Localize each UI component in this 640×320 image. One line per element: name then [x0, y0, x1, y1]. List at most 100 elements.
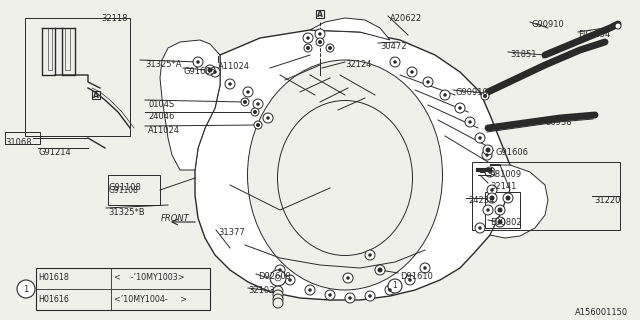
Circle shape: [243, 87, 253, 97]
Circle shape: [424, 267, 426, 269]
Text: FRONT: FRONT: [161, 213, 189, 222]
Circle shape: [270, 270, 286, 286]
Circle shape: [346, 276, 349, 279]
Circle shape: [483, 145, 493, 155]
Text: G91606: G91606: [495, 148, 528, 157]
Circle shape: [208, 68, 212, 72]
Circle shape: [498, 208, 502, 212]
Circle shape: [365, 291, 375, 301]
Polygon shape: [160, 40, 220, 170]
Circle shape: [253, 110, 257, 114]
Circle shape: [405, 275, 415, 285]
Circle shape: [17, 280, 35, 298]
Polygon shape: [310, 18, 390, 40]
Text: <    -’10MY1003>: < -’10MY1003>: [114, 274, 184, 283]
Circle shape: [303, 33, 313, 43]
Text: E00802: E00802: [490, 218, 522, 227]
Text: 0104S: 0104S: [148, 100, 174, 109]
Circle shape: [325, 290, 335, 300]
Circle shape: [305, 285, 315, 295]
Circle shape: [615, 23, 621, 29]
Bar: [25, 18, 130, 136]
Circle shape: [241, 98, 249, 106]
Circle shape: [307, 36, 310, 39]
Text: A11024: A11024: [218, 62, 250, 71]
Circle shape: [205, 65, 215, 75]
Circle shape: [307, 46, 310, 50]
Text: 32103: 32103: [248, 286, 275, 295]
Circle shape: [488, 171, 492, 173]
Circle shape: [498, 220, 502, 224]
Circle shape: [328, 293, 332, 297]
Circle shape: [388, 279, 402, 293]
Text: A: A: [317, 10, 323, 19]
Text: G90910: G90910: [532, 20, 564, 29]
Circle shape: [475, 223, 485, 233]
Circle shape: [503, 193, 513, 203]
Bar: [108, 175, 160, 205]
Circle shape: [481, 92, 489, 100]
Circle shape: [315, 29, 325, 39]
Text: H01616: H01616: [38, 294, 69, 303]
Circle shape: [490, 196, 494, 200]
Circle shape: [304, 44, 312, 52]
Circle shape: [349, 297, 351, 300]
Circle shape: [455, 103, 465, 113]
Bar: [5, 132, 40, 144]
Circle shape: [266, 116, 269, 119]
Circle shape: [465, 117, 475, 127]
Bar: [485, 192, 520, 228]
Circle shape: [253, 99, 263, 109]
Circle shape: [468, 121, 472, 124]
Circle shape: [486, 148, 490, 152]
Text: 31325*A: 31325*A: [145, 60, 182, 69]
Circle shape: [485, 167, 495, 177]
Text: A81009: A81009: [490, 170, 522, 179]
Circle shape: [257, 124, 259, 126]
Text: A156001150: A156001150: [575, 308, 628, 317]
Circle shape: [228, 83, 232, 85]
Circle shape: [273, 294, 283, 304]
Circle shape: [458, 107, 461, 109]
Text: G91108: G91108: [108, 183, 141, 192]
Circle shape: [490, 188, 493, 191]
Text: 24234: 24234: [468, 196, 494, 205]
Circle shape: [257, 102, 259, 106]
Circle shape: [345, 293, 355, 303]
Ellipse shape: [278, 100, 413, 255]
Circle shape: [328, 46, 332, 50]
Text: 31377: 31377: [218, 228, 244, 237]
Circle shape: [273, 286, 283, 296]
Circle shape: [388, 289, 392, 292]
Circle shape: [420, 263, 430, 273]
Circle shape: [319, 33, 321, 36]
Text: H01618: H01618: [38, 274, 69, 283]
Circle shape: [475, 133, 485, 143]
Text: 1: 1: [392, 282, 397, 291]
Ellipse shape: [248, 60, 442, 290]
Text: A: A: [93, 91, 99, 100]
Text: 30472: 30472: [380, 42, 406, 51]
Circle shape: [495, 217, 505, 227]
Text: D91610: D91610: [400, 272, 433, 281]
Circle shape: [343, 273, 353, 283]
Text: A20622: A20622: [390, 14, 422, 23]
Circle shape: [487, 185, 497, 195]
Circle shape: [394, 60, 397, 63]
Circle shape: [278, 268, 282, 271]
Circle shape: [506, 196, 510, 200]
Text: 31068: 31068: [5, 138, 31, 147]
Circle shape: [369, 294, 371, 298]
Circle shape: [426, 81, 429, 84]
Text: 32124: 32124: [345, 60, 371, 69]
Circle shape: [308, 289, 312, 292]
Circle shape: [263, 113, 273, 123]
Circle shape: [273, 290, 283, 300]
Text: A11024: A11024: [148, 126, 180, 135]
Circle shape: [210, 67, 220, 77]
Bar: [316, 10, 324, 18]
Circle shape: [483, 205, 493, 215]
Circle shape: [385, 285, 395, 295]
Text: 32141: 32141: [490, 182, 516, 191]
Circle shape: [486, 209, 490, 212]
